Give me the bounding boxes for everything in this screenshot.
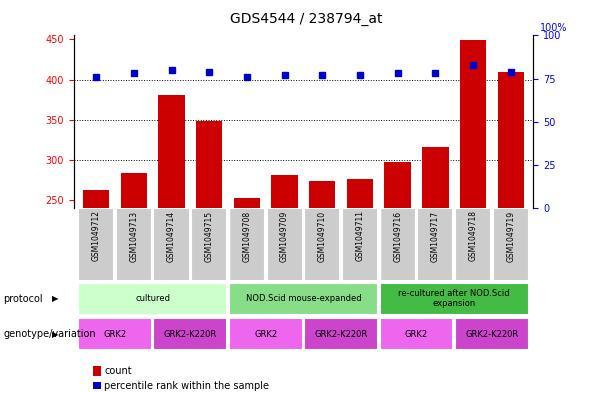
Text: GSM1049717: GSM1049717 xyxy=(431,211,440,262)
Text: GRK2-K220R: GRK2-K220R xyxy=(314,330,368,338)
Bar xyxy=(83,190,109,393)
Text: GRK2-K220R: GRK2-K220R xyxy=(164,330,217,338)
Bar xyxy=(121,173,147,393)
Bar xyxy=(272,175,298,393)
Bar xyxy=(78,208,114,281)
Bar xyxy=(460,40,486,393)
Text: GSM1049710: GSM1049710 xyxy=(318,211,327,262)
Bar xyxy=(379,283,529,314)
Bar xyxy=(379,208,416,281)
Bar xyxy=(229,208,265,281)
Text: GSM1049719: GSM1049719 xyxy=(506,211,515,262)
Bar xyxy=(347,179,373,393)
Text: GDS4544 / 238794_at: GDS4544 / 238794_at xyxy=(230,12,383,26)
Bar xyxy=(78,318,152,350)
Bar xyxy=(78,283,227,314)
Text: GSM1049708: GSM1049708 xyxy=(242,211,251,262)
Text: count: count xyxy=(104,366,132,376)
Bar xyxy=(493,208,529,281)
Text: GSM1049714: GSM1049714 xyxy=(167,211,176,262)
Text: NOD.Scid mouse-expanded: NOD.Scid mouse-expanded xyxy=(246,294,361,303)
Bar xyxy=(417,208,454,281)
Bar xyxy=(267,208,303,281)
Bar xyxy=(229,283,378,314)
Text: percentile rank within the sample: percentile rank within the sample xyxy=(104,381,269,391)
Text: ▶: ▶ xyxy=(51,330,58,338)
Bar xyxy=(498,72,524,393)
Bar xyxy=(422,147,449,393)
Text: GRK2: GRK2 xyxy=(405,330,428,338)
Bar xyxy=(342,208,378,281)
Text: GSM1049709: GSM1049709 xyxy=(280,211,289,262)
Text: GSM1049713: GSM1049713 xyxy=(129,211,139,262)
Bar xyxy=(455,318,529,350)
Bar xyxy=(153,318,227,350)
Bar xyxy=(153,208,189,281)
Bar xyxy=(455,208,491,281)
Text: 100%: 100% xyxy=(540,22,568,33)
Bar xyxy=(191,208,227,281)
Text: genotype/variation: genotype/variation xyxy=(3,329,96,339)
Bar xyxy=(384,162,411,393)
Bar xyxy=(116,208,152,281)
Bar xyxy=(304,208,340,281)
Bar xyxy=(196,121,223,393)
Text: re-cultured after NOD.Scid
expansion: re-cultured after NOD.Scid expansion xyxy=(398,289,510,309)
Text: GSM1049711: GSM1049711 xyxy=(356,211,365,261)
Bar xyxy=(379,318,454,350)
Bar xyxy=(158,95,185,393)
Text: ▶: ▶ xyxy=(51,294,58,303)
Text: cultured: cultured xyxy=(135,294,170,303)
Text: GSM1049712: GSM1049712 xyxy=(92,211,101,261)
Text: GRK2: GRK2 xyxy=(104,330,126,338)
Text: GSM1049715: GSM1049715 xyxy=(205,211,214,262)
Bar xyxy=(309,181,335,393)
Text: GSM1049716: GSM1049716 xyxy=(393,211,402,262)
Text: GRK2-K220R: GRK2-K220R xyxy=(465,330,519,338)
Text: GSM1049718: GSM1049718 xyxy=(468,211,478,261)
Text: protocol: protocol xyxy=(3,294,43,304)
Bar xyxy=(234,198,260,393)
Text: GRK2: GRK2 xyxy=(254,330,277,338)
Bar xyxy=(229,318,303,350)
Bar xyxy=(304,318,378,350)
